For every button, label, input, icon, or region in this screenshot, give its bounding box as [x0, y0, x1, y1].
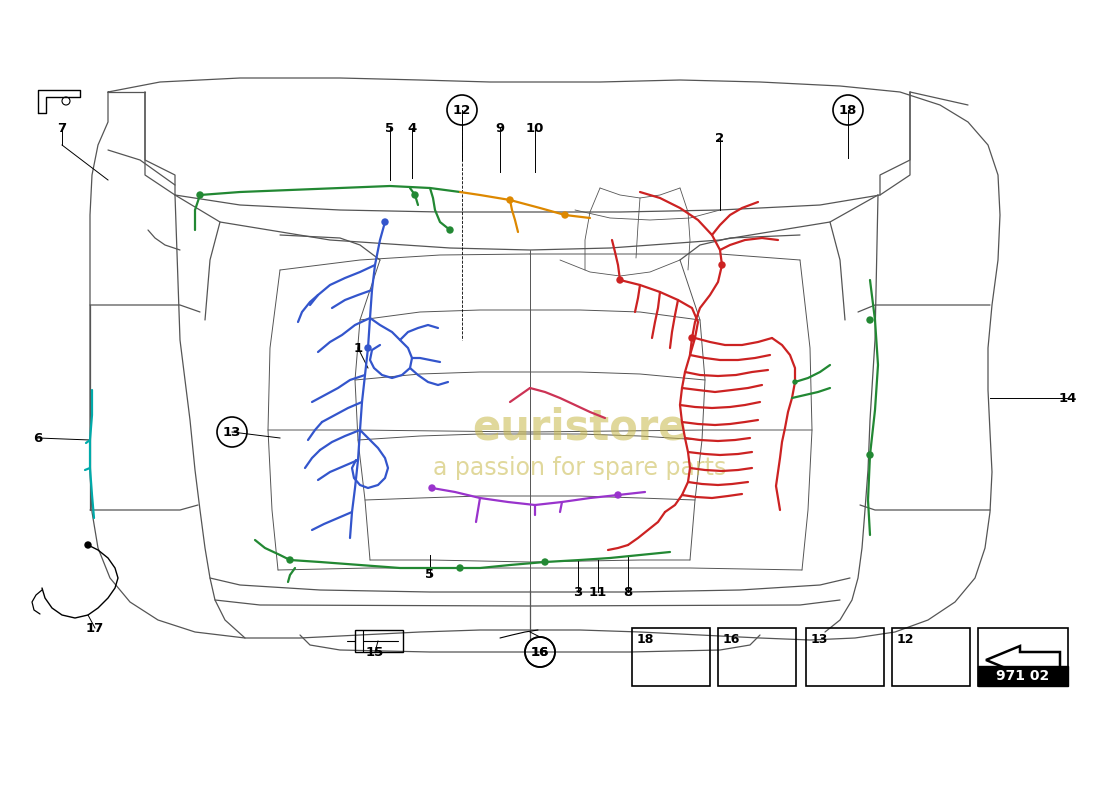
Circle shape	[447, 227, 453, 233]
Bar	[806, 628, 884, 686]
Circle shape	[867, 317, 873, 323]
Circle shape	[197, 192, 204, 198]
Text: 7: 7	[57, 122, 67, 134]
Circle shape	[287, 557, 293, 563]
Circle shape	[793, 380, 798, 384]
Text: 17: 17	[86, 622, 104, 634]
Circle shape	[429, 485, 434, 491]
Circle shape	[456, 565, 463, 571]
Text: 18: 18	[637, 633, 654, 646]
Bar	[978, 628, 1068, 686]
Circle shape	[617, 277, 623, 283]
Circle shape	[382, 219, 388, 225]
Text: 14: 14	[1059, 391, 1077, 405]
Circle shape	[365, 345, 371, 351]
Text: 12: 12	[896, 633, 914, 646]
Circle shape	[562, 212, 568, 218]
Text: 11: 11	[588, 586, 607, 598]
Text: 971 02: 971 02	[997, 669, 1049, 683]
Text: a passion for spare parts: a passion for spare parts	[433, 456, 727, 480]
Text: 6: 6	[33, 431, 43, 445]
Circle shape	[689, 335, 695, 341]
Circle shape	[542, 559, 548, 565]
Text: 16: 16	[531, 646, 549, 658]
Circle shape	[85, 542, 91, 548]
Bar	[978, 666, 1068, 686]
Text: 10: 10	[526, 122, 544, 134]
Text: 2: 2	[715, 131, 725, 145]
Text: 15: 15	[366, 646, 384, 658]
Text: 18: 18	[839, 103, 857, 117]
Text: 13: 13	[223, 426, 241, 438]
Bar	[892, 628, 970, 686]
Circle shape	[867, 452, 873, 458]
Circle shape	[719, 262, 725, 268]
Bar	[718, 628, 796, 686]
Text: 16: 16	[723, 633, 740, 646]
Text: 13: 13	[811, 633, 828, 646]
Text: 5: 5	[385, 122, 395, 134]
Text: 16: 16	[531, 646, 549, 658]
Text: 3: 3	[573, 586, 583, 598]
Text: 4: 4	[407, 122, 417, 134]
Text: 9: 9	[495, 122, 505, 134]
Circle shape	[507, 197, 513, 203]
Text: 12: 12	[453, 103, 471, 117]
Text: 1: 1	[353, 342, 363, 354]
Circle shape	[615, 492, 622, 498]
Bar	[355, 630, 403, 652]
Text: 8: 8	[624, 586, 632, 598]
Bar	[632, 628, 710, 686]
Circle shape	[412, 192, 418, 198]
Text: 5: 5	[426, 569, 434, 582]
Text: euristore: euristore	[473, 407, 688, 449]
